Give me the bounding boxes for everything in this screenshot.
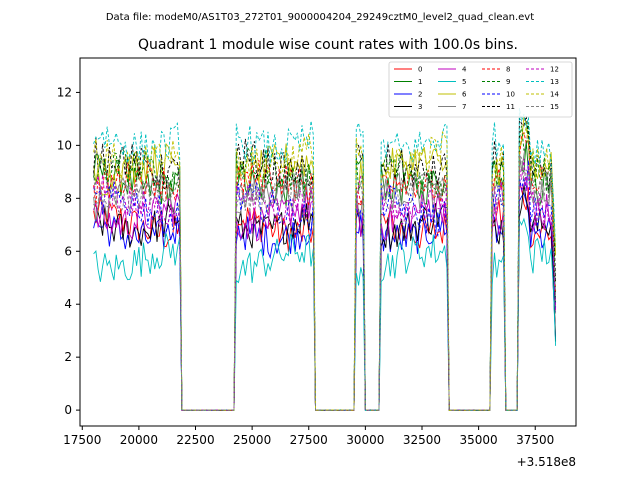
legend-label-1: 1 <box>418 78 422 86</box>
legend-label-10: 10 <box>506 91 515 99</box>
legend-label-5: 5 <box>462 78 466 86</box>
legend-label-11: 11 <box>506 103 515 111</box>
legend-label-15: 15 <box>550 103 559 111</box>
x-offset-label: +3.518e8 <box>517 455 576 469</box>
series-line-11 <box>93 115 557 411</box>
y-tick-label: 4 <box>64 297 72 311</box>
legend-label-3: 3 <box>418 103 422 111</box>
legend-label-4: 4 <box>462 66 467 74</box>
legend-label-8: 8 <box>506 66 510 74</box>
series-line-15 <box>93 153 557 411</box>
legend-label-6: 6 <box>462 91 467 99</box>
x-tick-label: 37500 <box>516 433 554 447</box>
axes-frame <box>79 57 577 427</box>
x-tick-label: 27500 <box>290 433 328 447</box>
x-tick-label: 17500 <box>63 433 101 447</box>
plot-layer <box>93 108 557 411</box>
x-tick-label: 35000 <box>460 433 498 447</box>
y-tick-label: 8 <box>64 191 72 205</box>
x-axis: 17500 20000 22500 25000 27500 30000 32500 35000… <box>63 426 554 447</box>
series-line-0 <box>93 185 557 411</box>
x-tick-label: 22500 <box>176 433 214 447</box>
series-line-6 <box>93 116 557 411</box>
series-line-14 <box>93 127 557 411</box>
legend-box <box>388 61 573 118</box>
legend-label-12: 12 <box>550 66 559 74</box>
series-line-5 <box>93 217 557 411</box>
legend-label-7: 7 <box>462 103 466 111</box>
y-tick-label: 6 <box>64 244 72 258</box>
chart-title: Quadrant 1 module wise count rates with … <box>138 37 518 53</box>
series-line-9 <box>93 122 557 411</box>
x-tick-label: 20000 <box>120 433 158 447</box>
series-line-10 <box>93 160 557 411</box>
legend-label-14: 14 <box>550 91 559 99</box>
y-tick-label: 10 <box>57 138 72 152</box>
y-tick-label: 2 <box>64 350 72 364</box>
suptitle: Data file: modeM0/AS1T03_272T01_90000042… <box>106 12 534 23</box>
series-line-3 <box>93 184 557 411</box>
y-tick-label: 12 <box>57 85 72 99</box>
x-tick-label: 25000 <box>233 433 271 447</box>
y-tick-label: 0 <box>64 403 72 417</box>
series-line-8 <box>93 131 557 411</box>
x-tick-label: 30000 <box>346 433 384 447</box>
series-line-13 <box>93 108 557 411</box>
legend-label-2: 2 <box>418 91 422 99</box>
series-line-4 <box>93 176 557 411</box>
legend-label-13: 13 <box>550 78 559 86</box>
series-line-12 <box>93 158 557 411</box>
legend-label-0: 0 <box>418 66 422 74</box>
x-tick-label: 32500 <box>403 433 441 447</box>
legend-label-9: 9 <box>506 78 510 86</box>
y-axis: 0 2 4 6 8 10 12 <box>57 85 80 417</box>
